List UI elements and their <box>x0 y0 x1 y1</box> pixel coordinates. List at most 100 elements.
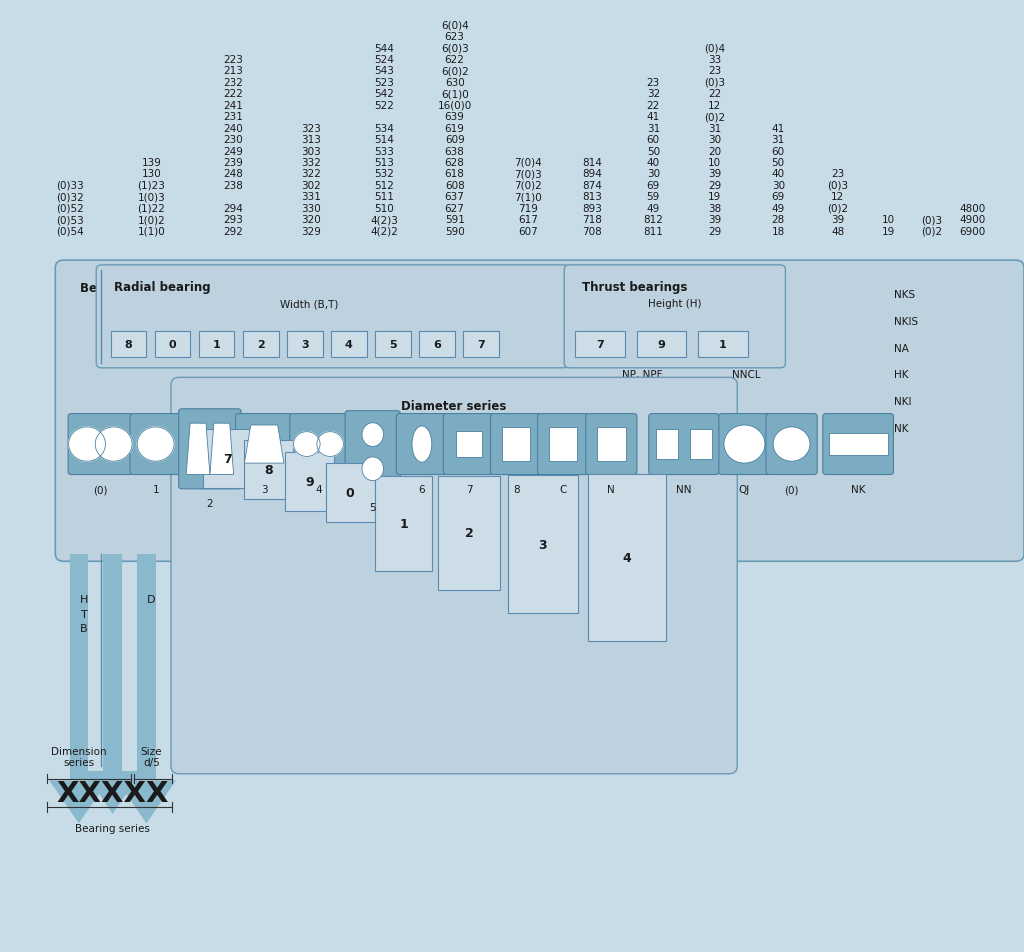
Text: Dimension
series: Dimension series <box>51 746 106 767</box>
FancyBboxPatch shape <box>396 414 447 475</box>
Text: 6900: 6900 <box>959 227 986 236</box>
Text: 2: 2 <box>257 340 264 349</box>
FancyBboxPatch shape <box>331 331 367 358</box>
Text: 23: 23 <box>647 78 659 88</box>
Text: 19: 19 <box>883 227 895 236</box>
Text: 812: 812 <box>643 215 664 225</box>
Text: 22: 22 <box>647 101 659 110</box>
FancyBboxPatch shape <box>96 266 569 368</box>
Circle shape <box>95 427 132 462</box>
Text: 510: 510 <box>374 204 394 213</box>
FancyBboxPatch shape <box>55 261 1024 562</box>
Text: 544: 544 <box>374 44 394 53</box>
FancyBboxPatch shape <box>111 331 146 358</box>
Text: 622: 622 <box>444 55 465 65</box>
Text: 69: 69 <box>772 192 784 202</box>
Text: 39: 39 <box>709 215 721 225</box>
Text: 4: 4 <box>315 485 322 494</box>
Text: 130: 130 <box>141 169 162 179</box>
Text: NJ, NJP: NJ, NJP <box>622 344 656 353</box>
FancyBboxPatch shape <box>698 331 748 358</box>
FancyBboxPatch shape <box>575 331 625 358</box>
Text: 7(0)4: 7(0)4 <box>514 158 543 168</box>
FancyBboxPatch shape <box>244 441 293 500</box>
Polygon shape <box>49 781 109 823</box>
Text: 1: 1 <box>153 485 159 494</box>
Text: 7(1)0: 7(1)0 <box>514 192 543 202</box>
FancyBboxPatch shape <box>130 414 181 475</box>
Polygon shape <box>117 781 176 823</box>
Text: 49: 49 <box>647 204 659 213</box>
Text: Size
d/5: Size d/5 <box>141 746 162 767</box>
FancyBboxPatch shape <box>70 554 88 781</box>
Text: 9: 9 <box>657 340 666 349</box>
Text: 248: 248 <box>223 169 244 179</box>
FancyBboxPatch shape <box>588 474 666 642</box>
Text: 139: 139 <box>141 158 162 168</box>
Text: 330: 330 <box>301 204 322 213</box>
FancyBboxPatch shape <box>243 331 279 358</box>
Text: 874: 874 <box>582 181 602 190</box>
FancyBboxPatch shape <box>463 331 499 358</box>
Text: 6(1)0: 6(1)0 <box>440 89 469 99</box>
Text: 40: 40 <box>647 158 659 168</box>
Text: 617: 617 <box>518 215 539 225</box>
Text: NNCL: NNCL <box>732 370 761 380</box>
Text: 5: 5 <box>370 503 376 512</box>
FancyBboxPatch shape <box>285 452 334 511</box>
Text: Thrust bearings: Thrust bearings <box>582 281 687 294</box>
Text: 40: 40 <box>772 169 784 179</box>
Text: 60: 60 <box>772 147 784 156</box>
Text: 30: 30 <box>647 169 659 179</box>
Text: 23: 23 <box>831 169 844 179</box>
Text: 7(0)2: 7(0)2 <box>514 181 543 190</box>
Text: 60: 60 <box>647 135 659 145</box>
FancyBboxPatch shape <box>171 378 737 774</box>
Text: 1(1)0: 1(1)0 <box>137 227 166 236</box>
Text: 240: 240 <box>223 124 244 133</box>
Text: NP, NPF: NP, NPF <box>622 370 663 380</box>
Text: 719: 719 <box>518 204 539 213</box>
FancyBboxPatch shape <box>490 414 542 475</box>
Text: 0: 0 <box>346 486 354 500</box>
Text: 241: 241 <box>223 101 244 110</box>
Text: 637: 637 <box>444 192 465 202</box>
Text: 12: 12 <box>709 101 721 110</box>
Text: 50: 50 <box>772 158 784 168</box>
Text: 514: 514 <box>374 135 394 145</box>
Text: 4(2)2: 4(2)2 <box>370 227 398 236</box>
FancyBboxPatch shape <box>137 554 156 781</box>
FancyBboxPatch shape <box>828 433 888 456</box>
Text: 542: 542 <box>374 89 394 99</box>
Text: 894: 894 <box>582 169 602 179</box>
Text: 543: 543 <box>374 67 394 76</box>
Text: (0)53: (0)53 <box>55 215 84 225</box>
Text: NC, NCF: NC, NCF <box>622 290 665 300</box>
Circle shape <box>69 427 105 462</box>
Text: 292: 292 <box>223 227 244 236</box>
FancyBboxPatch shape <box>203 429 252 488</box>
Text: 18: 18 <box>772 227 784 236</box>
FancyBboxPatch shape <box>68 414 133 475</box>
Text: 512: 512 <box>374 181 394 190</box>
Text: 1(0)2: 1(0)2 <box>137 215 166 225</box>
Text: (0): (0) <box>93 485 108 494</box>
Text: B: B <box>80 624 88 633</box>
Text: Radial bearing: Radial bearing <box>114 281 210 294</box>
FancyBboxPatch shape <box>690 429 713 460</box>
Polygon shape <box>245 426 284 464</box>
Text: NKS: NKS <box>894 290 915 300</box>
Text: 532: 532 <box>374 169 394 179</box>
FancyBboxPatch shape <box>637 331 686 358</box>
Text: 332: 332 <box>301 158 322 168</box>
Text: (1)23: (1)23 <box>137 181 166 190</box>
Text: 16(0)0: 16(0)0 <box>437 101 472 110</box>
Text: 623: 623 <box>444 32 465 42</box>
Text: 10: 10 <box>883 215 895 225</box>
Text: 23: 23 <box>709 67 721 76</box>
Text: 222: 222 <box>223 89 244 99</box>
Text: 329: 329 <box>301 227 322 236</box>
Text: 303: 303 <box>301 147 322 156</box>
FancyBboxPatch shape <box>419 331 455 358</box>
FancyBboxPatch shape <box>564 266 785 368</box>
